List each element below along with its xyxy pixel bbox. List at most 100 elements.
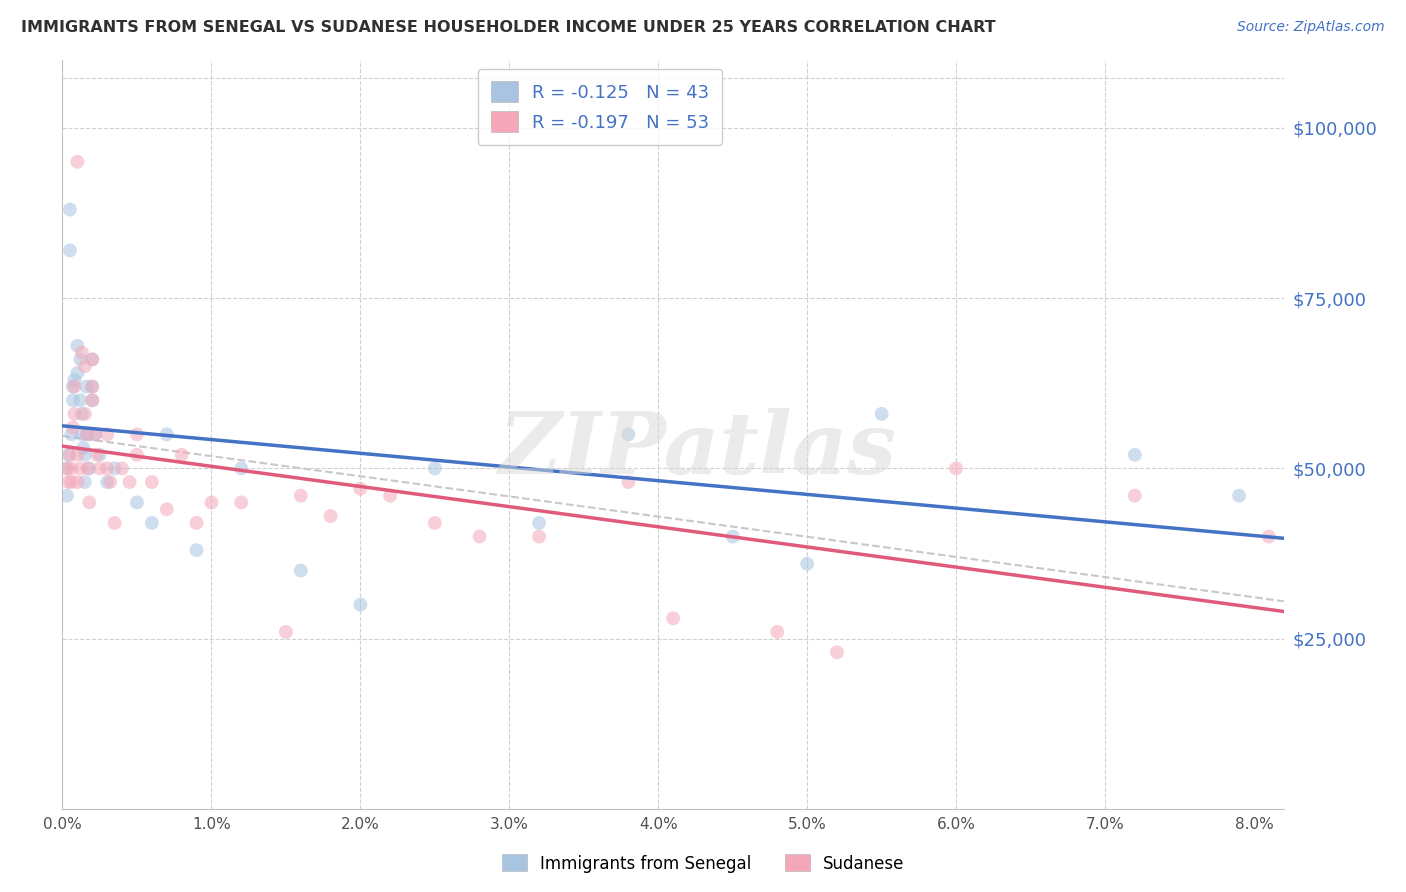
Point [70, 427, 93, 442]
Point [468, 529, 491, 543]
Point [62, 379, 84, 393]
Point [66, 475, 89, 489]
Point [125, 448, 148, 462]
Point [82, 379, 104, 393]
Point [125, 495, 148, 509]
Point [870, 407, 893, 421]
Point [231, 495, 253, 509]
Point [1257, 529, 1279, 543]
Point [825, 645, 848, 659]
Point [118, 475, 141, 489]
Point [66, 448, 89, 462]
Point [111, 461, 134, 475]
Point [59, 244, 82, 258]
Point [56, 461, 79, 475]
Point [141, 475, 163, 489]
Point [59, 202, 82, 217]
Point [274, 624, 297, 639]
Text: Source: ZipAtlas.com: Source: ZipAtlas.com [1237, 20, 1385, 34]
Point [70, 407, 93, 421]
Point [1123, 448, 1146, 462]
Point [84, 427, 107, 442]
Legend: R = -0.125   N = 43, R = -0.197   N = 53: R = -0.125 N = 43, R = -0.197 N = 53 [478, 69, 721, 145]
Point [378, 489, 401, 503]
Point [60, 475, 83, 489]
Point [104, 461, 127, 475]
Point [86, 448, 108, 462]
Point [56, 489, 79, 503]
Legend: Immigrants from Senegal, Sudanese: Immigrants from Senegal, Sudanese [495, 847, 911, 880]
Point [349, 482, 371, 496]
Point [662, 611, 685, 625]
Point [69, 393, 91, 408]
Point [66, 366, 89, 380]
Point [70, 345, 93, 359]
Point [73, 359, 96, 374]
Point [89, 448, 111, 462]
Point [72, 441, 94, 455]
Point [423, 461, 446, 475]
Point [58, 448, 80, 462]
Point [82, 393, 104, 408]
Point [89, 461, 111, 475]
Point [141, 516, 163, 530]
Point [60, 461, 83, 475]
Point [73, 407, 96, 421]
Point [59, 448, 82, 462]
Point [617, 427, 640, 442]
Point [527, 516, 550, 530]
Point [125, 427, 148, 442]
Point [82, 352, 104, 367]
Point [62, 393, 84, 408]
Point [79, 495, 101, 509]
Point [1227, 489, 1250, 503]
Point [82, 393, 104, 408]
Point [75, 427, 97, 442]
Point [156, 427, 179, 442]
Point [69, 461, 91, 475]
Point [96, 461, 118, 475]
Point [66, 339, 89, 353]
Point [796, 557, 818, 571]
Point [721, 529, 744, 543]
Point [63, 407, 86, 421]
Point [82, 352, 104, 367]
Point [527, 529, 550, 543]
Point [96, 427, 118, 442]
Point [617, 475, 640, 489]
Text: ZIPatlas: ZIPatlas [499, 408, 897, 491]
Point [76, 427, 98, 442]
Point [290, 564, 312, 578]
Point [766, 624, 789, 639]
Point [56, 461, 79, 475]
Point [98, 475, 121, 489]
Point [73, 448, 96, 462]
Point [62, 420, 84, 434]
Point [96, 475, 118, 489]
Point [60, 427, 83, 442]
Point [104, 516, 127, 530]
Point [79, 461, 101, 475]
Point [290, 489, 312, 503]
Point [231, 461, 253, 475]
Point [945, 461, 967, 475]
Point [423, 516, 446, 530]
Point [319, 509, 342, 524]
Point [58, 475, 80, 489]
Point [66, 154, 89, 169]
Point [76, 461, 98, 475]
Point [200, 495, 222, 509]
Point [73, 475, 96, 489]
Point [186, 516, 208, 530]
Point [75, 379, 97, 393]
Point [82, 379, 104, 393]
Point [349, 598, 371, 612]
Point [63, 373, 86, 387]
Point [1123, 489, 1146, 503]
Text: IMMIGRANTS FROM SENEGAL VS SUDANESE HOUSEHOLDER INCOME UNDER 25 YEARS CORRELATIO: IMMIGRANTS FROM SENEGAL VS SUDANESE HOUS… [21, 20, 995, 35]
Point [170, 448, 193, 462]
Point [63, 379, 86, 393]
Point [156, 502, 179, 516]
Point [69, 352, 91, 367]
Point [186, 543, 208, 558]
